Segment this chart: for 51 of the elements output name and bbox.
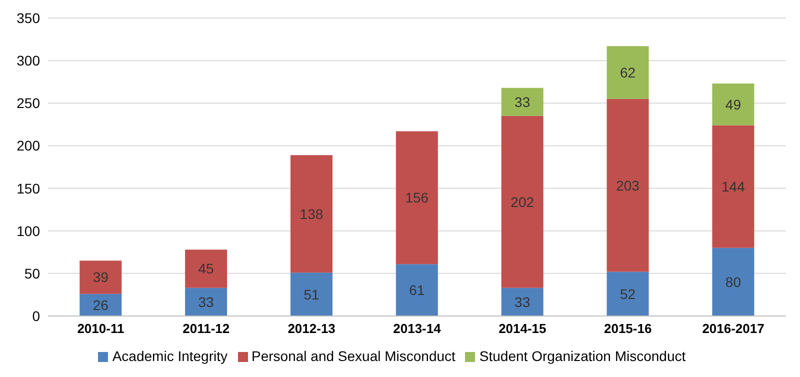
data-label: 144 <box>722 178 746 195</box>
bar <box>501 88 544 116</box>
data-label: 156 <box>405 190 429 206</box>
bar <box>501 288 544 316</box>
y-tick-label: 350 <box>16 10 40 26</box>
y-tick-label: 150 <box>16 180 40 196</box>
data-label: 45 <box>198 260 214 277</box>
data-label: 51 <box>304 286 320 302</box>
data-label: 33 <box>514 94 530 110</box>
bar <box>501 116 544 288</box>
data-label: 202 <box>510 194 534 210</box>
data-label: 80 <box>725 274 742 290</box>
x-tick-label: 2011-12 <box>182 321 230 336</box>
y-tick-label: 50 <box>24 265 40 282</box>
y-tick-label: 100 <box>16 222 40 239</box>
data-label: 33 <box>514 294 530 310</box>
x-tick-label: 2013-14 <box>393 321 442 336</box>
y-tick-label: 200 <box>16 138 40 154</box>
bar <box>712 125 754 248</box>
data-label: 138 <box>300 206 324 222</box>
data-label: 203 <box>616 177 640 194</box>
data-label: 62 <box>620 64 636 80</box>
y-tick-label: 250 <box>16 95 40 112</box>
data-label: 49 <box>725 96 742 112</box>
x-tick-label: 2016-2017 <box>702 321 764 336</box>
y-tick-label: 300 <box>16 52 40 69</box>
bar <box>290 272 332 316</box>
x-tick-label: 2010-11 <box>77 321 124 336</box>
x-tick-label: 2014-15 <box>498 321 546 336</box>
bar <box>185 250 228 288</box>
legend-label: Academic Integrity <box>112 348 228 364</box>
bar <box>80 260 122 294</box>
bar <box>396 264 438 316</box>
bar <box>606 98 649 272</box>
bar <box>712 248 754 316</box>
data-label: 39 <box>92 269 109 286</box>
y-tick-label: 0 <box>32 308 40 324</box>
legend-label: Personal and Sexual Misconduct <box>252 348 456 364</box>
bar <box>185 288 228 316</box>
bar <box>290 155 332 273</box>
data-label: 52 <box>620 286 636 302</box>
bar <box>606 46 649 99</box>
data-label: 26 <box>92 296 109 313</box>
bar <box>606 272 649 316</box>
data-label: 61 <box>409 282 425 298</box>
x-tick-label: 2012-13 <box>288 321 336 336</box>
bar <box>712 84 754 126</box>
data-label: 33 <box>198 294 214 310</box>
bar <box>396 131 438 264</box>
x-tick-label: 2015-16 <box>604 321 652 336</box>
legend-label: Student Organization Misconduct <box>479 348 686 364</box>
